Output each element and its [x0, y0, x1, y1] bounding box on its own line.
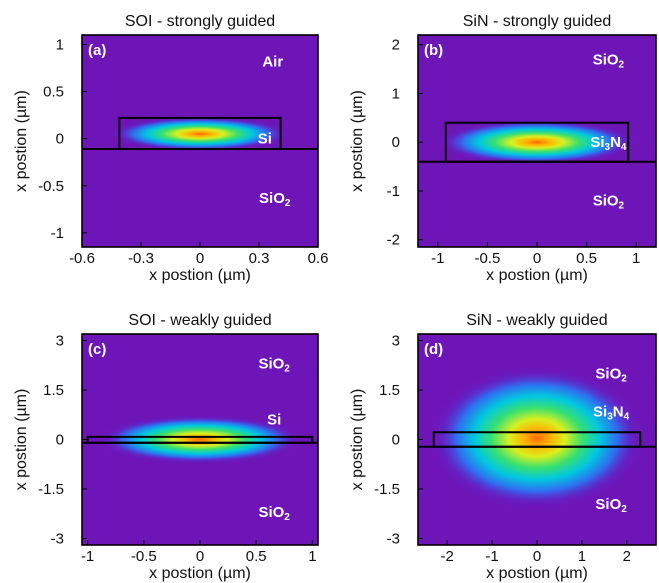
- chart-c-region-label-0: SiO2: [258, 356, 290, 375]
- chart-c-ytick-label: 3: [56, 333, 64, 350]
- chart-b-xtick-label: 1: [632, 250, 640, 267]
- chart-d-ytick-label: 1.5: [379, 382, 400, 399]
- chart-b-xlabel: x postion (µm): [486, 267, 588, 284]
- chart-d-xtick-label: 0: [533, 548, 541, 565]
- chart-b-ytick-label: 2: [392, 37, 400, 54]
- chart-a-ytick-label: 1: [56, 36, 64, 53]
- chart-a-xtick-label: 0.6: [308, 250, 329, 267]
- chart-d-xlabel: x postion (µm): [486, 565, 588, 582]
- chart-c-mode-profile: [96, 415, 304, 464]
- chart-b-mode-profile: [436, 119, 638, 165]
- chart-a-panel-label: (a): [88, 42, 106, 59]
- chart-d-xtick-label: 1: [578, 548, 586, 565]
- chart-b-xtick-label: 0: [533, 250, 541, 267]
- chart-b-ytick-label: 0: [392, 134, 400, 151]
- chart-d-ylabel: x postion (µm): [349, 389, 366, 491]
- chart-d: SiN - weakly guided (d) SiO2 Si3N4 SiO2 -2 -1 0…: [349, 312, 657, 582]
- chart-d-ytick-label: 0: [392, 432, 400, 449]
- chart-a-ytick-label: 0: [56, 131, 64, 148]
- chart-c: SOI - weakly guided (c) SiO2 Si SiO2 -1 -0.5 0 0…: [13, 312, 319, 582]
- chart-c-xtick-label: 0.5: [246, 548, 267, 565]
- chart-a-region-label-0: Air: [262, 53, 283, 70]
- chart-a-xlabel: x postion (µm): [149, 267, 251, 284]
- chart-d-mode-profile: [428, 365, 646, 510]
- chart-c-xtick-label: 0: [196, 548, 204, 565]
- chart-a-xtick-label: 0: [196, 250, 204, 267]
- chart-a: SOI - strongly guided (a) Air Si SiO2 -0.6 -0.…: [13, 13, 328, 284]
- chart-b-region-label-0: SiO2: [593, 51, 625, 70]
- chart-d-xtick-label: -2: [441, 548, 454, 565]
- chart-b-ytick-label: -1: [387, 183, 400, 200]
- chart-c-xlabel: x postion (µm): [149, 565, 251, 582]
- chart-b-title: SiN - strongly guided: [463, 13, 612, 30]
- chart-b-xtick-label: -0.5: [474, 250, 500, 267]
- chart-a-ytick-label: 0.5: [43, 84, 64, 101]
- chart-b-ytick-label: -2: [387, 232, 400, 249]
- chart-a-xtick-label: -0.6: [69, 250, 95, 267]
- chart-c-xtick-label: -1: [81, 548, 94, 565]
- chart-c-ytick-label: 0: [56, 432, 64, 449]
- chart-d-region-label-0: SiO2: [595, 366, 627, 385]
- chart-c-ylabel: x postion (µm): [13, 389, 30, 491]
- chart-a-ylabel: x postion (µm): [13, 90, 30, 192]
- chart-d-ytick-label: -1.5: [374, 481, 400, 498]
- chart-a-ytick-label: -1: [51, 225, 64, 242]
- chart-a-xtick-label: 0.3: [249, 250, 270, 267]
- chart-b-xtick-label: 0.5: [576, 250, 597, 267]
- chart-b-ylabel: x postion (µm): [349, 90, 366, 192]
- chart-d-ytick-label: -3: [387, 530, 400, 547]
- chart-a-title: SOI - strongly guided: [125, 13, 275, 30]
- chart-d-region-label-2: SiO2: [595, 496, 627, 515]
- chart-c-xtick-label: 1: [308, 548, 316, 565]
- chart-c-ytick-label: 1.5: [43, 382, 64, 399]
- chart-b-region-label-1: Si3N4: [590, 134, 627, 153]
- chart-c-waveguide-core: [86, 435, 314, 444]
- chart-d-waveguide-core: [432, 431, 642, 448]
- chart-c-xtick-label: -0.5: [131, 548, 157, 565]
- chart-d-xtick-label: 2: [623, 548, 631, 565]
- chart-d-title: SiN - weakly guided: [466, 312, 607, 329]
- chart-b-waveguide-core: [444, 121, 630, 163]
- chart-c-ytick-label: -3: [51, 530, 64, 547]
- chart-d-xtick-label: -1: [485, 548, 498, 565]
- chart-b-panel-label: (b): [424, 42, 443, 59]
- chart-c-region-label-1: Si: [267, 412, 281, 429]
- chart-b-xtick-label: -1: [431, 250, 444, 267]
- chart-d-region-label-1: Si3N4: [593, 403, 630, 422]
- chart-a-mode-profile: [109, 116, 291, 152]
- chart-b-ytick-label: 1: [392, 85, 400, 102]
- chart-c-panel-label: (c): [88, 341, 106, 358]
- chart-d-ytick-label: 3: [392, 333, 400, 350]
- chart-b: SiN - strongly guided (b) SiO2 Si3N4 SiO2 -1 -…: [349, 13, 657, 284]
- chart-c-ytick-label: -1.5: [38, 481, 64, 498]
- chart-a-ytick-label: -0.5: [38, 178, 64, 195]
- chart-a-region-label-2: SiO2: [259, 190, 291, 209]
- chart-d-panel-label: (d): [424, 341, 443, 358]
- chart-a-waveguide-core: [118, 116, 282, 151]
- chart-a-region-label-1: Si: [258, 131, 272, 148]
- chart-c-region-label-2: SiO2: [258, 504, 290, 523]
- chart-a-xtick-label: -0.3: [128, 250, 154, 267]
- chart-c-title: SOI - weakly guided: [128, 312, 271, 329]
- chart-b-region-label-2: SiO2: [593, 193, 625, 212]
